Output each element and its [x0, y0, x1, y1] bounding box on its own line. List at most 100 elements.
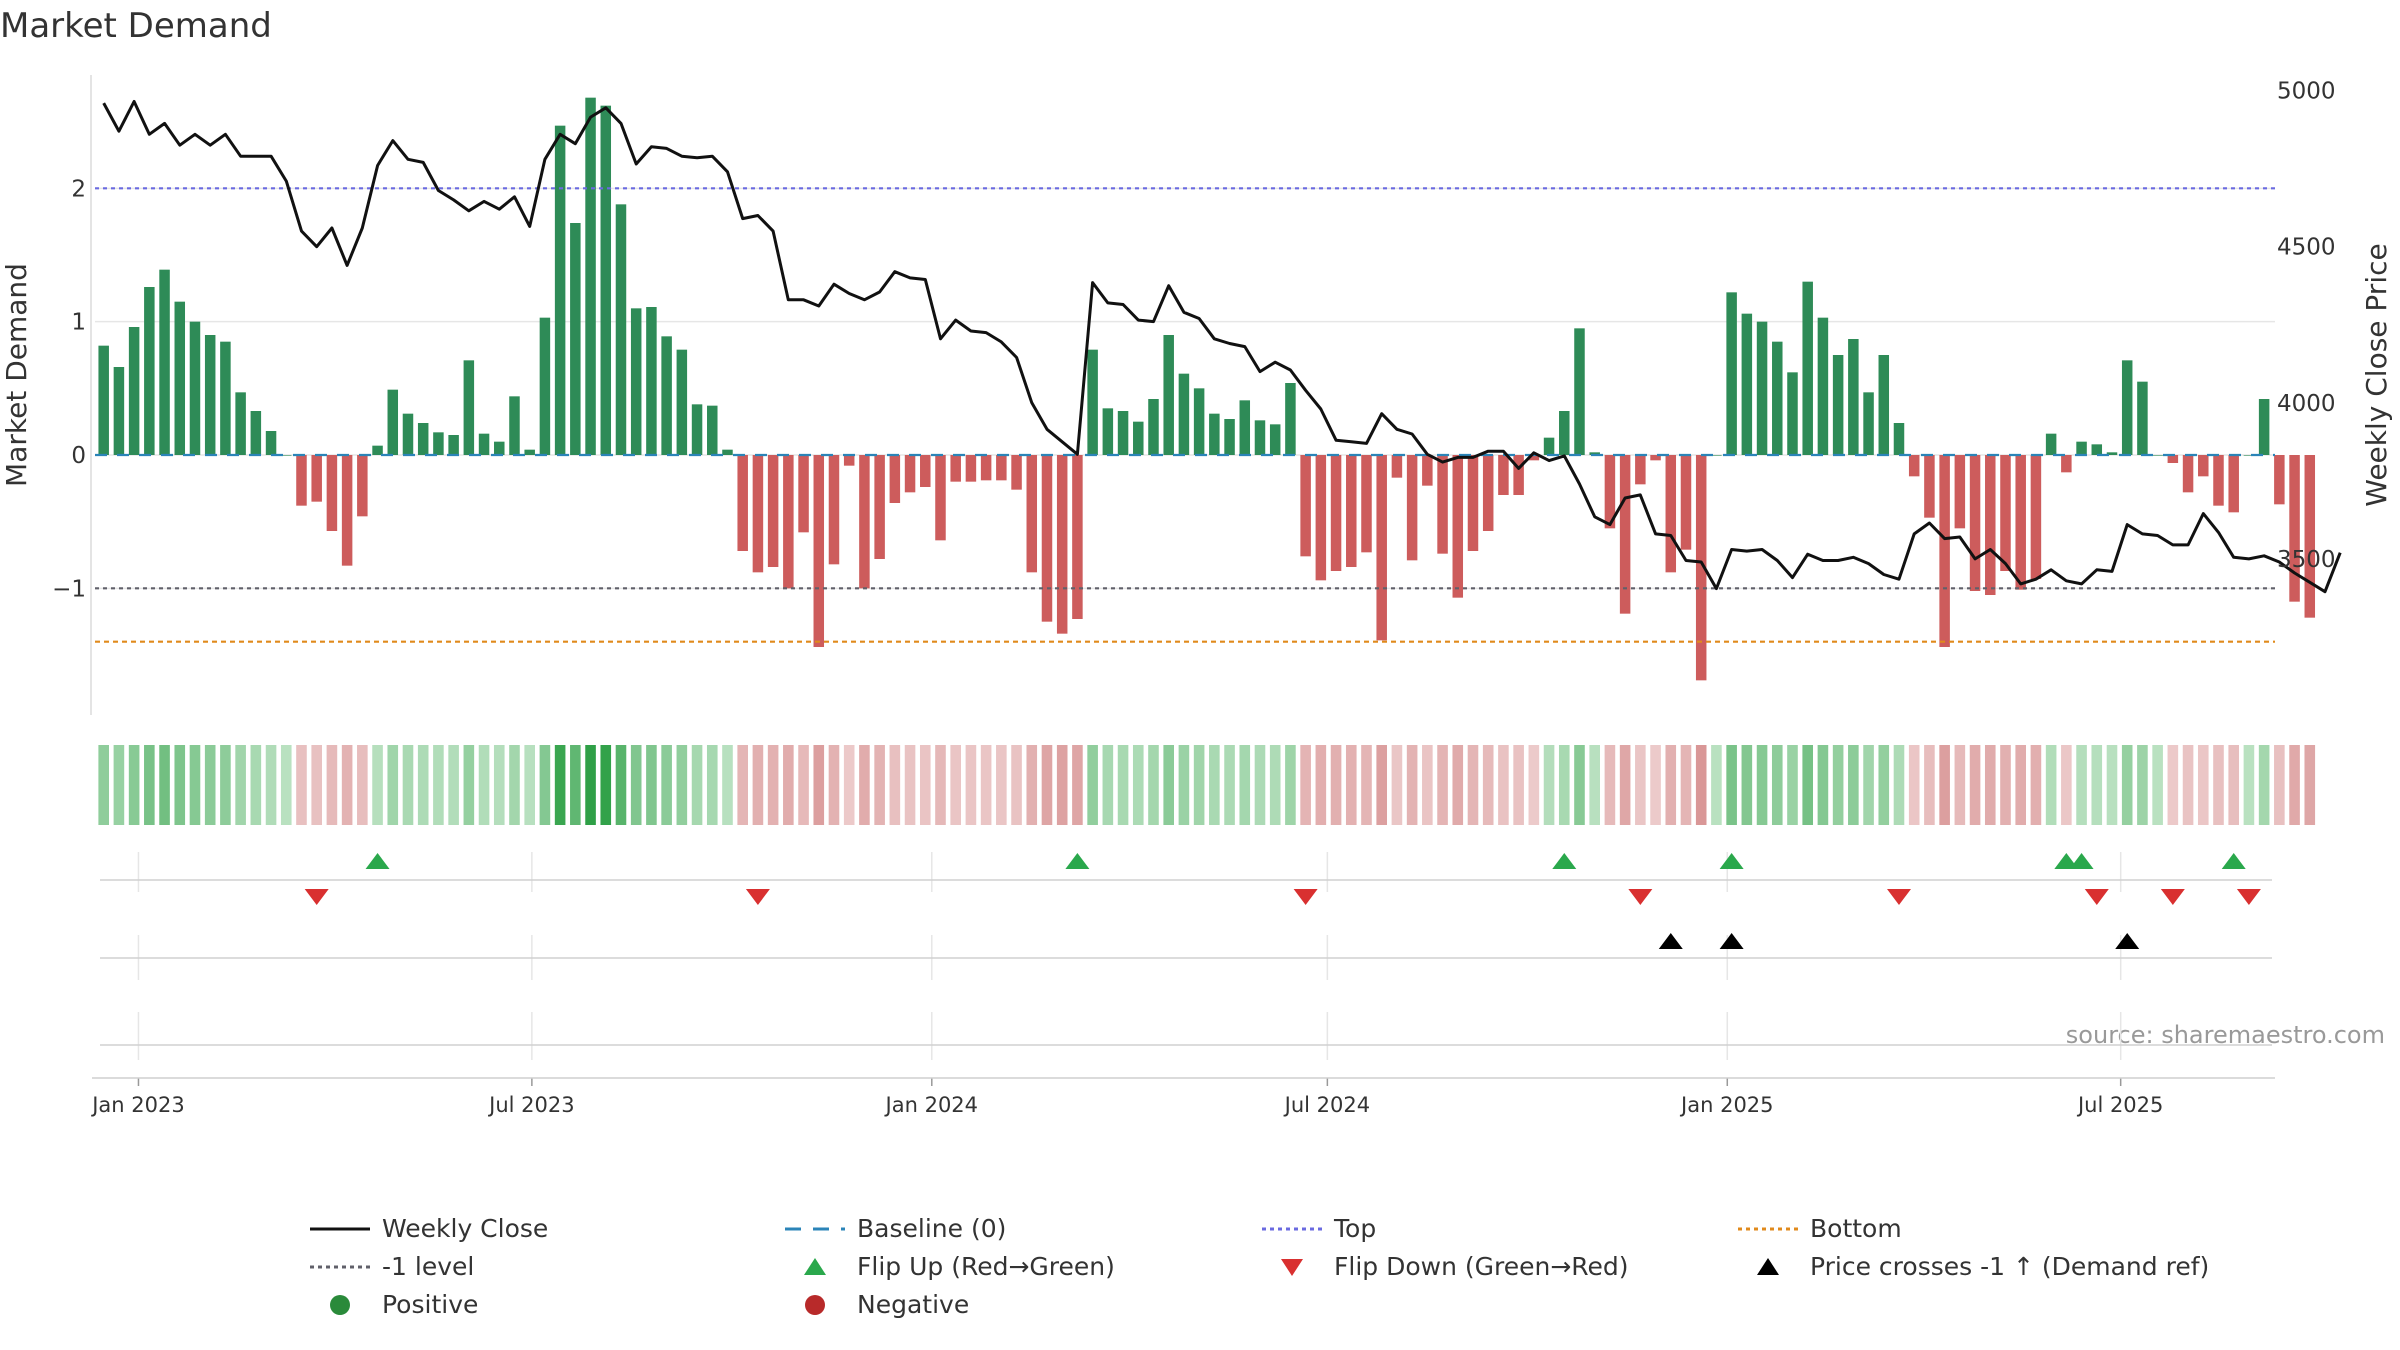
demand-bar — [1528, 455, 1540, 461]
heat-cell — [1802, 745, 1814, 825]
demand-bar — [235, 392, 246, 455]
heat-cell — [1056, 745, 1068, 825]
heat-cell — [919, 745, 931, 825]
heat-cell — [265, 745, 277, 825]
demand-bar — [737, 455, 748, 551]
x-tick-label: Jul 2024 — [1283, 1093, 1370, 1117]
heat-cell — [1148, 745, 1159, 825]
heat-cell — [2182, 745, 2194, 825]
heat-cell — [2137, 745, 2148, 825]
heat-cell — [980, 745, 992, 825]
demand-bar — [1361, 455, 1372, 553]
demand-bar — [1224, 419, 1235, 455]
heat-cell — [2106, 745, 2118, 825]
demand-bar — [1498, 455, 1509, 495]
heat-cell — [1635, 745, 1646, 825]
demand-bar — [554, 125, 566, 456]
demand-bar — [767, 455, 779, 567]
demand-bar — [859, 455, 870, 589]
reference-lines — [95, 187, 2275, 643]
heat-cell — [843, 745, 855, 825]
demand-bar — [2289, 455, 2300, 602]
demand-bar — [174, 301, 186, 455]
heat-cell — [189, 745, 201, 825]
flip-up-marker — [365, 853, 390, 869]
demand-bar — [524, 449, 535, 455]
demand-bar — [570, 223, 581, 455]
heat-cell — [737, 745, 748, 825]
flip-down-marker — [2084, 889, 2109, 905]
demand-bar — [1924, 455, 1935, 518]
heat-cell — [1498, 745, 1509, 825]
heat-cell — [539, 745, 551, 825]
demand-bar — [965, 455, 977, 482]
demand-bar — [1863, 392, 1874, 455]
x-tick-label: Jul 2023 — [487, 1093, 574, 1117]
heat-cell — [2076, 745, 2087, 825]
demand-bar — [1467, 455, 1479, 551]
demand-bar — [220, 341, 231, 455]
heat-cell — [646, 745, 657, 825]
x-tick-label: Jul 2025 — [2076, 1093, 2163, 1117]
heat-cell — [889, 745, 901, 825]
demand-bar — [889, 455, 901, 503]
demand-bar — [1802, 281, 1813, 455]
demand-bar — [1559, 411, 1570, 455]
heat-cell — [1558, 745, 1570, 825]
legend-label: Top — [1333, 1214, 1376, 1243]
demand-bar — [463, 360, 475, 455]
demand-bar — [1133, 421, 1144, 455]
demand-bar — [1665, 455, 1677, 573]
heat-cell — [1406, 745, 1418, 825]
demand-bar — [159, 269, 170, 455]
heat-cell — [1680, 745, 1692, 825]
demand-bar — [1178, 373, 1190, 455]
heat-cell — [1224, 745, 1235, 825]
heat-cell — [996, 745, 1007, 825]
heat-cell — [1300, 745, 1311, 825]
demand-bar — [265, 431, 277, 455]
price-series — [102, 100, 2342, 594]
demand-bar — [1756, 321, 1768, 455]
demand-bar — [1300, 455, 1311, 557]
heat-cell — [1285, 745, 1296, 825]
price-cross-marker — [2115, 933, 2140, 949]
demand-bar — [585, 97, 596, 456]
demand-bar — [722, 449, 733, 455]
demand-bar — [783, 455, 794, 589]
demand-bar — [1026, 455, 1038, 573]
demand-bar — [2243, 455, 2255, 456]
heat-cell — [1011, 745, 1022, 825]
heat-cell — [463, 745, 475, 825]
heat-cell — [1422, 745, 1433, 825]
demand-bar — [1954, 455, 1966, 529]
flip-up-marker — [1065, 853, 1090, 869]
heat-cell — [1771, 745, 1783, 825]
heat-cell — [1741, 745, 1753, 825]
heat-cell — [493, 745, 505, 825]
demand-bar — [1437, 455, 1448, 554]
demand-bar — [1908, 455, 1920, 477]
heat-cell — [1513, 745, 1524, 825]
demand-bar — [128, 327, 140, 455]
heat-cell — [1102, 745, 1114, 825]
weekly-close-line — [102, 100, 2342, 594]
heat-cell — [1924, 745, 1935, 825]
heat-cell — [874, 745, 885, 825]
demand-bar — [1619, 455, 1631, 614]
heat-cell — [1254, 745, 1266, 825]
demand-bar — [1772, 341, 1783, 455]
heat-cell — [965, 745, 977, 825]
demand-bar — [1148, 399, 1159, 455]
heat-cell — [798, 745, 809, 825]
legend-label: Negative — [857, 1290, 969, 1319]
demand-bar — [843, 455, 855, 466]
flip-down-marker — [2160, 889, 2185, 905]
price-cross-marker — [1719, 933, 1744, 949]
heat-cell — [524, 745, 535, 825]
demand-bar — [630, 308, 642, 455]
heat-cell — [1269, 745, 1281, 825]
heat-cell — [1178, 745, 1190, 825]
demand-bar — [1939, 455, 1950, 647]
demand-bar — [1163, 335, 1174, 455]
